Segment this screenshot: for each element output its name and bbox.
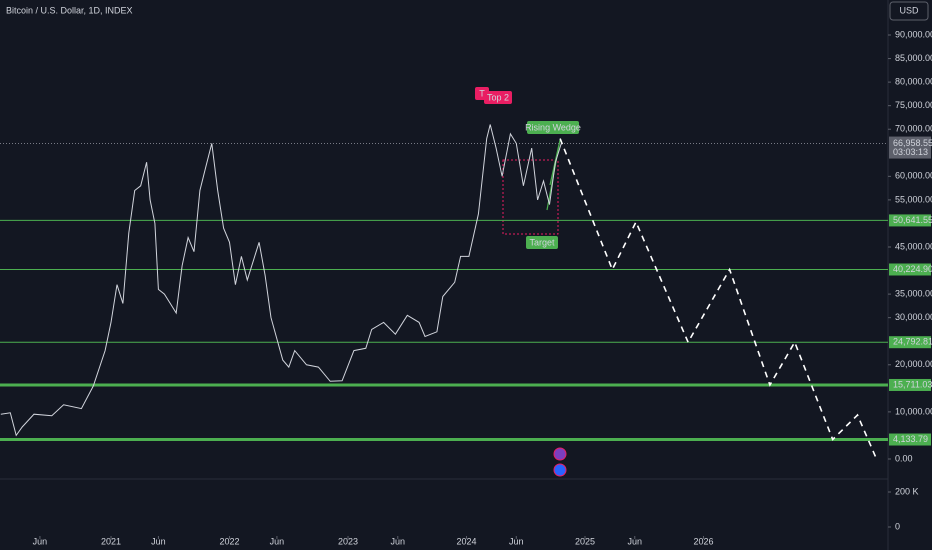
x-tick-label: Jun <box>33 536 48 546</box>
volume-tick-label: 200 K <box>895 486 919 496</box>
currency-button[interactable] <box>889 1 929 21</box>
y-tick-label: 90,000.00 <box>895 29 932 39</box>
annotation-box[interactable] <box>527 121 579 134</box>
y-tick-label: 85,000.00 <box>895 53 932 63</box>
target-box <box>502 159 559 235</box>
event-icon[interactable] <box>553 463 567 477</box>
volume-tick-label: 0 <box>895 521 900 531</box>
y-tick-label: 20,000.00 <box>895 359 932 369</box>
symbol-title: Bitcoin / U.S. Dollar, 1D, INDEX <box>6 5 133 15</box>
y-tick-label: 75,000.00 <box>895 100 932 110</box>
level-label-box <box>889 214 931 227</box>
x-tick-label: 2023 <box>338 536 358 546</box>
projection-path <box>559 138 878 460</box>
annotation-label: Rising Wedge <box>525 122 581 132</box>
price-line <box>0 124 562 437</box>
x-tick-label: 2022 <box>220 536 240 546</box>
level-label: 4,133.79 <box>893 434 928 444</box>
x-tick-label: Jun <box>270 536 285 546</box>
annotation-box[interactable] <box>484 91 512 104</box>
level-label: 24,792.81 <box>893 337 932 347</box>
y-tick-label: 10,000.00 <box>895 406 932 416</box>
x-tick-label: 2025 <box>575 536 595 546</box>
y-tick-label: 0.00 <box>895 453 913 463</box>
level-label-box <box>889 336 931 349</box>
level-label: 15,711.03 <box>893 379 932 389</box>
level-label: 40,224.90 <box>893 264 932 274</box>
level-label-box <box>889 433 931 446</box>
x-tick-label: Jun <box>151 536 166 546</box>
x-tick-label: 2026 <box>693 536 713 546</box>
annotation-label: Top 2 <box>487 92 509 102</box>
event-icon[interactable] <box>553 447 567 461</box>
y-tick-label: 60,000.00 <box>895 171 932 181</box>
y-tick-label: 55,000.00 <box>895 194 932 204</box>
currency[interactable]: USD <box>899 5 919 15</box>
x-tick-label: Jun <box>628 536 643 546</box>
annotation-label: Target <box>529 237 555 247</box>
level-label-box <box>889 263 931 276</box>
y-tick-label: 80,000.00 <box>895 76 932 86</box>
y-tick-label: 35,000.00 <box>895 288 932 298</box>
x-tick-label: 2024 <box>456 536 476 546</box>
countdown-label: 03:03:13 <box>893 147 928 157</box>
y-tick-label: 45,000.00 <box>895 241 932 251</box>
x-tick-label: 2021 <box>101 536 121 546</box>
level-label-box <box>889 378 931 391</box>
x-tick-label: Jun <box>509 536 524 546</box>
annotation-box[interactable] <box>526 236 558 249</box>
y-tick-label: 30,000.00 <box>895 312 932 322</box>
annotation-label: T <box>479 88 485 98</box>
last-price-label: 66,958.55 <box>893 138 932 148</box>
last-price-box <box>889 136 931 159</box>
x-tick-label: Jun <box>391 536 406 546</box>
y-tick-label: 70,000.00 <box>895 124 932 134</box>
level-label: 50,641.55 <box>893 215 932 225</box>
